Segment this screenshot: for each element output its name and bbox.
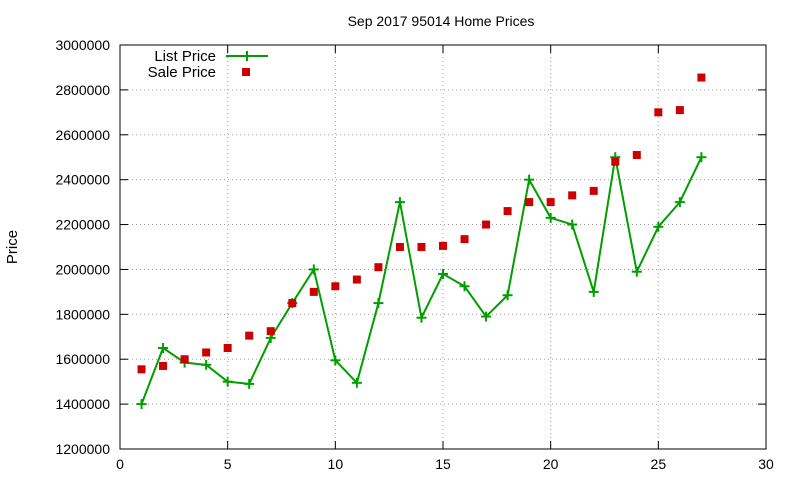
- list-price-point: [674, 197, 685, 208]
- x-tick-label: 15: [435, 456, 451, 472]
- x-tick-label: 10: [328, 456, 344, 472]
- sale-price-point: [568, 191, 577, 200]
- sale-price-point: [202, 348, 211, 357]
- sale-price-point: [482, 220, 491, 229]
- list-price-point: [459, 281, 470, 292]
- sale-price-point: [159, 361, 168, 370]
- list-price-point: [438, 268, 448, 279]
- list-price-point: [567, 219, 578, 230]
- sale-price-point: [439, 241, 447, 250]
- sale-price-point: [180, 355, 189, 364]
- list-price-point: [158, 343, 169, 353]
- list-price-point: [308, 264, 319, 275]
- list-price-point: [416, 312, 427, 323]
- x-tick-label: 5: [224, 456, 232, 472]
- sale-price-point: [632, 150, 641, 159]
- sale-price-point: [266, 327, 275, 336]
- legend-label-list-price: List Price: [154, 48, 216, 65]
- y-tick-label: 3000000: [55, 37, 110, 53]
- sale-price-point: [137, 365, 146, 374]
- list-price-point: [653, 221, 664, 232]
- sale-price-point: [309, 287, 318, 296]
- chart-title: Sep 2017 95014 Home Prices: [348, 13, 535, 29]
- list-price-point: [588, 286, 599, 297]
- series: [136, 73, 707, 410]
- x-tick-label: 25: [651, 456, 667, 472]
- axis-ticks: 1200000 1400000 1600000 1800000 2000000 22000…: [55, 37, 774, 472]
- list-price-point: [481, 311, 492, 322]
- sale-price-point: [546, 198, 555, 207]
- y-tick-label: 1200000: [55, 441, 110, 457]
- sale-price-point: [525, 198, 534, 207]
- y-tick-label: 1800000: [55, 306, 110, 322]
- sale-price-point: [503, 207, 512, 216]
- sale-price-point: [460, 235, 469, 244]
- legend-marker-sale-price: [242, 68, 250, 76]
- sale-price-point: [654, 108, 663, 117]
- list-price-point: [631, 266, 642, 277]
- list-price-point: [330, 355, 341, 366]
- sale-price-point: [611, 157, 620, 166]
- y-tick-label: 1600000: [55, 351, 110, 367]
- sale-price-point: [374, 263, 383, 272]
- list-price-point: [201, 359, 212, 370]
- y-tick-label: 2600000: [55, 127, 110, 143]
- sale-price-point: [417, 243, 426, 251]
- list-price-point: [696, 152, 707, 163]
- sale-price-point: [288, 299, 297, 308]
- list-price-line: [140, 156, 703, 405]
- list-price-point: [373, 298, 384, 309]
- legend: List Price Sale Price: [148, 48, 268, 81]
- list-price-point: [502, 290, 513, 301]
- list-price-point: [351, 377, 362, 388]
- sale-price-point: [697, 73, 706, 82]
- y-tick-label: 2800000: [55, 82, 110, 98]
- y-tick-label: 1400000: [55, 396, 110, 412]
- x-tick-label: 20: [543, 456, 559, 472]
- list-price-point: [524, 174, 535, 185]
- y-axis-label: Price: [4, 230, 21, 264]
- sale-price-point: [331, 282, 340, 291]
- list-price-point: [545, 212, 556, 223]
- list-price-point: [136, 399, 147, 410]
- sale-price-point: [395, 243, 404, 251]
- legend-label-sale-price: Sale Price: [148, 64, 216, 81]
- y-tick-label: 2200000: [55, 217, 110, 233]
- sale-price-point: [352, 275, 361, 284]
- sale-price-point: [589, 186, 598, 195]
- legend-marker-list-price: [242, 51, 252, 61]
- sale-price-point: [223, 344, 232, 352]
- sale-price-point: [245, 331, 254, 340]
- list-price-point: [394, 197, 405, 208]
- x-tick-label: 30: [758, 456, 774, 472]
- y-tick-label: 2000000: [55, 261, 110, 277]
- list-price-point: [244, 378, 255, 389]
- list-price-point: [222, 376, 233, 387]
- x-tick-label: 0: [116, 456, 124, 472]
- y-tick-label: 2400000: [55, 172, 110, 188]
- sale-price-point: [675, 106, 684, 115]
